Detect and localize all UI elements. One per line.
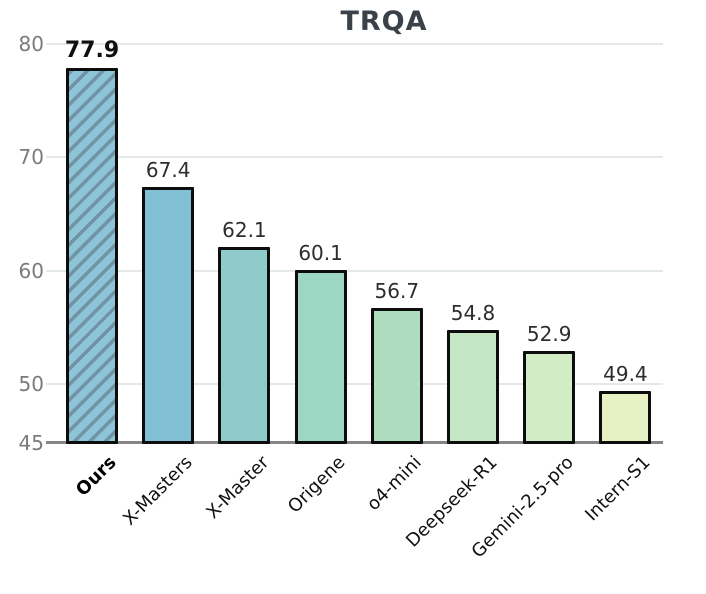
value-label-x-masters: 67.4 (145, 157, 191, 182)
bar-o4-mini (370, 308, 423, 444)
y-tick-50: 50 (18, 372, 44, 397)
value-label-intern-s1: 49.4 (603, 362, 648, 387)
y-tick-70: 70 (18, 145, 44, 170)
bar-origene (294, 269, 347, 444)
gridline-70 (46, 156, 663, 159)
bar-gemini-2-5-pro (523, 351, 576, 444)
x-axis-label-x-master: X-Master (202, 452, 274, 523)
chart-title: TRQA (340, 6, 428, 37)
value-label-o4-mini: 56.7 (374, 279, 420, 304)
x-axis-label-ours: Ours (72, 452, 121, 501)
bar-intern-s1 (599, 391, 652, 444)
y-tick-80: 80 (18, 32, 44, 56)
x-axis-label-x-masters: X-Masters (119, 452, 198, 530)
y-tick-60: 60 (18, 258, 44, 283)
value-label-deepseek-r1: 54.8 (450, 300, 496, 325)
x-axis-label-intern-s1: Intern-S1 (580, 452, 655, 526)
x-axis-label-origene: Origene (284, 452, 350, 518)
value-label-ours: 77.9 (64, 37, 120, 63)
bar-x-masters (142, 186, 195, 444)
y-tick-45: 45 (18, 431, 44, 455)
value-label-x-master: 62.1 (222, 218, 267, 243)
gridline-80 (46, 43, 663, 45)
bar-deepseek-r1 (447, 329, 499, 444)
x-axis-line (46, 441, 663, 444)
x-axis-label-o4-mini: o4-mini (362, 452, 426, 515)
gridline-60 (46, 269, 663, 272)
value-label-origene: 60.1 (298, 240, 343, 265)
value-label-gemini-2-5-pro: 52.9 (526, 322, 572, 347)
bar-x-master (218, 247, 271, 444)
bar-ours (66, 67, 118, 444)
gridline-50 (46, 383, 663, 386)
